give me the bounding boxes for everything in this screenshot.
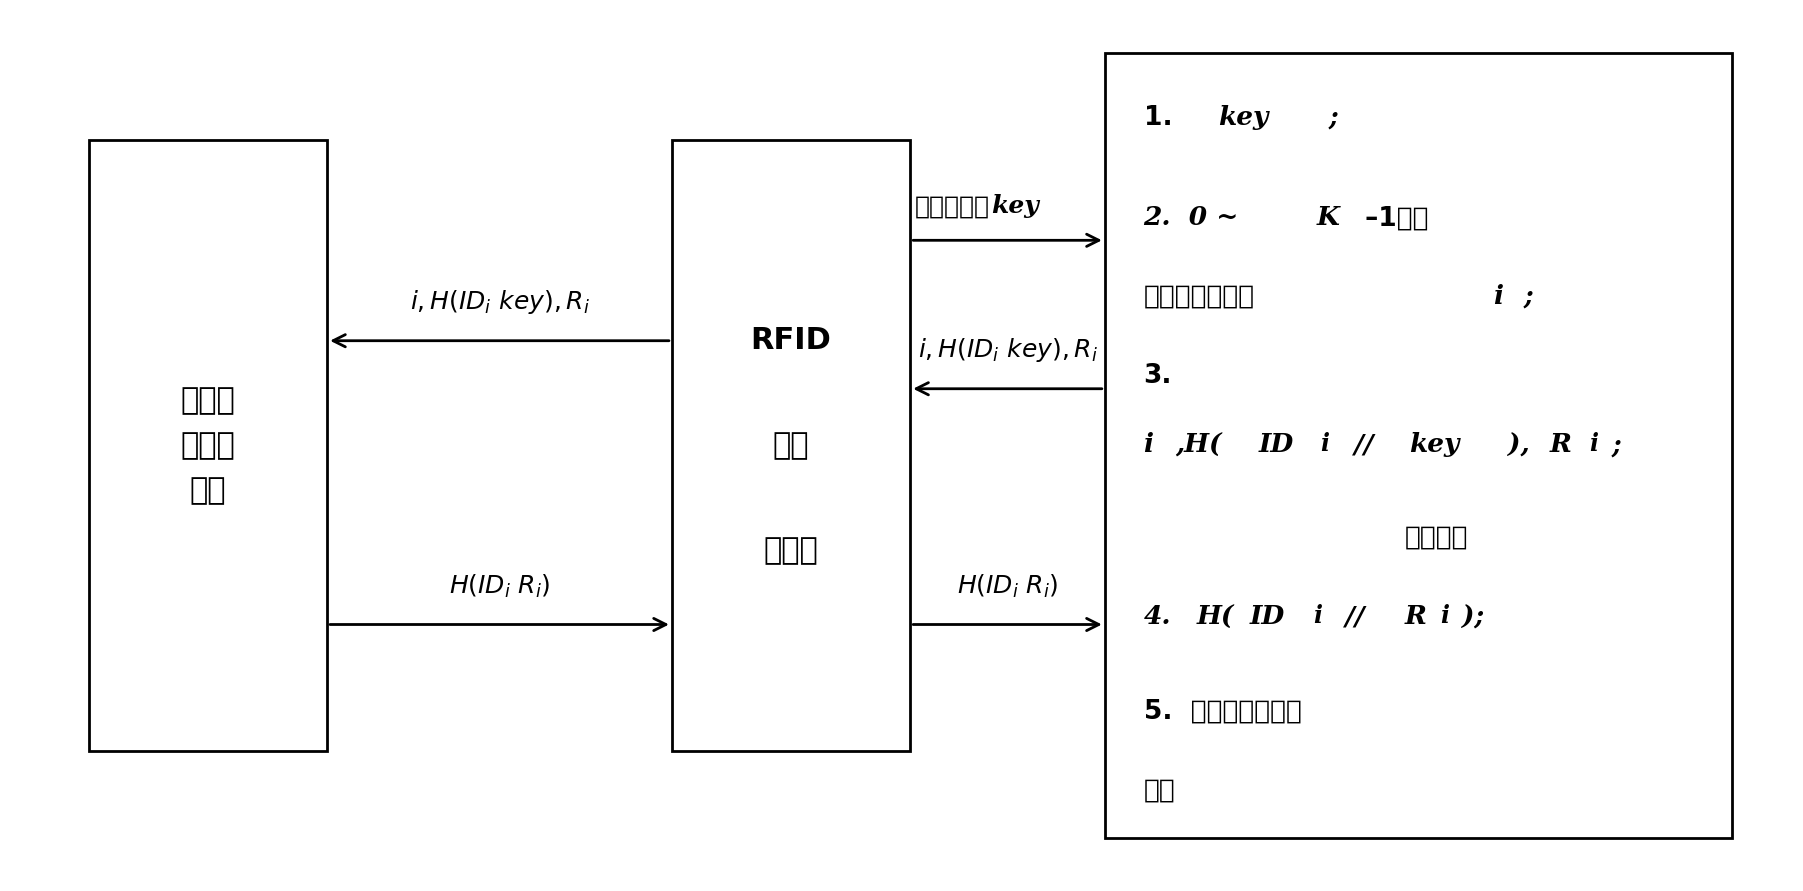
Text: H(: H( bbox=[1197, 604, 1233, 629]
Text: i: i bbox=[1588, 432, 1597, 456]
Text: key: key bbox=[1217, 105, 1268, 130]
Text: 5.  防恶意测试自毁: 5. 防恶意测试自毁 bbox=[1143, 699, 1302, 724]
Text: RFID: RFID bbox=[750, 326, 831, 356]
Text: ID: ID bbox=[1249, 604, 1286, 629]
Text: 3.: 3. bbox=[1143, 363, 1172, 388]
Text: //: // bbox=[1345, 432, 1383, 457]
Text: i: i bbox=[1320, 432, 1329, 456]
Text: 阅读器: 阅读器 bbox=[764, 535, 819, 565]
Text: ,H(: ,H( bbox=[1176, 432, 1222, 457]
Text: $H(ID_i\/\/R_i)$: $H(ID_i\/\/R_i)$ bbox=[957, 573, 1058, 600]
Text: i: i bbox=[1313, 604, 1322, 628]
Text: 计算机
终端数
据库: 计算机 终端数 据库 bbox=[180, 386, 236, 505]
Text: ),: ), bbox=[1507, 432, 1529, 457]
Text: K: K bbox=[1316, 205, 1340, 231]
Text: ;: ; bbox=[1329, 105, 1340, 130]
Text: key: key bbox=[1408, 432, 1459, 457]
Text: key: key bbox=[992, 194, 1039, 218]
Text: –1循环: –1循环 bbox=[1356, 205, 1428, 232]
Text: 电子标签: 电子标签 bbox=[1405, 524, 1468, 550]
Bar bbox=[673, 140, 911, 751]
Text: 2.  0 ~: 2. 0 ~ bbox=[1143, 205, 1248, 231]
Text: $i,H(ID_i\/\/key),R_i$: $i,H(ID_i\/\/key),R_i$ bbox=[918, 336, 1098, 364]
Bar bbox=[88, 140, 328, 751]
Text: i: i bbox=[1493, 284, 1504, 309]
Text: i: i bbox=[1143, 432, 1154, 457]
Text: 模块: 模块 bbox=[1143, 777, 1176, 804]
Text: 计数器选址输出: 计数器选址输出 bbox=[1143, 284, 1255, 310]
Text: //: // bbox=[1336, 604, 1374, 629]
Text: 查询命令，: 查询命令， bbox=[914, 194, 990, 218]
Text: 标签: 标签 bbox=[773, 431, 810, 460]
Text: $i,H(ID_i\/\/key),R_i$: $i,H(ID_i\/\/key),R_i$ bbox=[409, 289, 590, 316]
Text: 4.: 4. bbox=[1143, 604, 1172, 629]
Text: 1.: 1. bbox=[1143, 105, 1190, 131]
Text: $H(ID_i\/\/R_i)$: $H(ID_i\/\/R_i)$ bbox=[449, 573, 550, 600]
Text: i: i bbox=[1441, 604, 1450, 628]
Text: R: R bbox=[1405, 604, 1426, 629]
Text: ;: ; bbox=[1612, 432, 1621, 457]
Text: ;: ; bbox=[1524, 284, 1533, 309]
Text: );: ); bbox=[1462, 604, 1484, 629]
Text: ID: ID bbox=[1258, 432, 1295, 457]
Bar bbox=[1105, 53, 1733, 838]
Text: R: R bbox=[1551, 432, 1572, 457]
